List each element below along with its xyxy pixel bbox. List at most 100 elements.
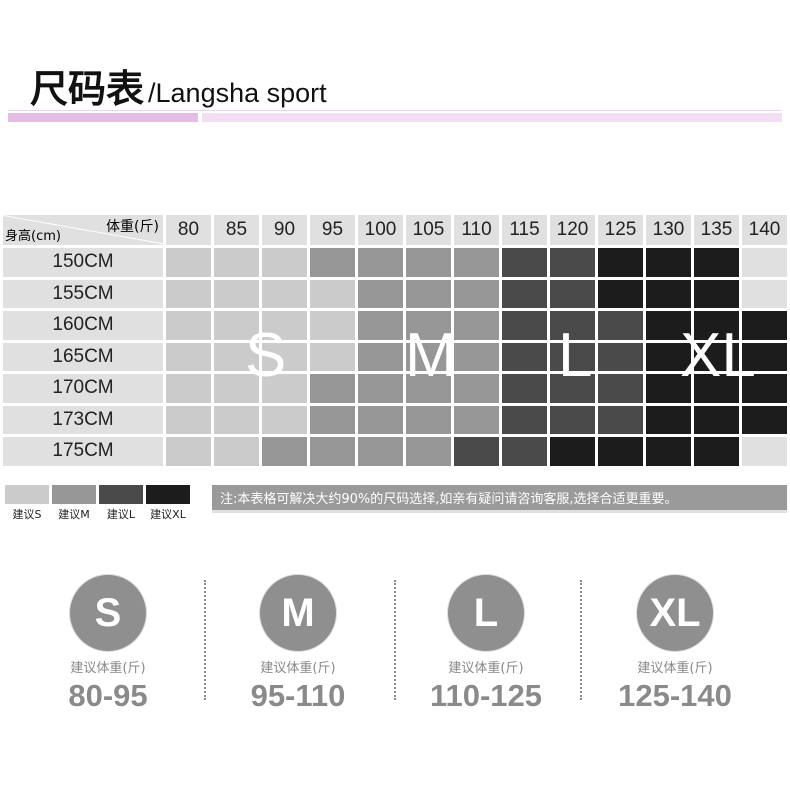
size-cell: [262, 437, 307, 466]
height-cell: 170CM: [3, 374, 163, 403]
overlay-m: M: [405, 321, 457, 390]
weight-header-cell: 95: [310, 215, 355, 245]
legend-item: 建议S: [5, 485, 49, 522]
weight-range: 110-125: [429, 678, 543, 713]
size-cell: [646, 374, 691, 403]
weight-header-cell: 105: [406, 215, 451, 245]
weight-header-cell: 135: [694, 215, 739, 245]
size-cell: [598, 374, 643, 403]
size-cell: [742, 248, 787, 277]
weight-header-cell: 85: [214, 215, 259, 245]
size-cell: [358, 342, 403, 371]
weight-header-cell: 110: [454, 215, 499, 245]
size-cell: [262, 342, 307, 371]
separator: [580, 580, 582, 700]
size-cell: [646, 405, 691, 434]
size-cell: [742, 342, 787, 371]
size-cell: [646, 437, 691, 466]
height-cell: 155CM: [3, 279, 163, 308]
size-cell: [262, 248, 307, 277]
size-cell: [598, 437, 643, 466]
size-cell: [454, 405, 499, 434]
size-cell: [502, 248, 547, 277]
weight-range: 80-95: [68, 678, 148, 713]
size-cell: [262, 279, 307, 308]
size-cell: [742, 311, 787, 340]
size-cell: [502, 279, 547, 308]
legend-label: 建议M: [58, 508, 90, 521]
legend-swatch: [146, 485, 190, 504]
size-cell: [310, 405, 355, 434]
size-cell: [214, 437, 259, 466]
size-cell: [310, 374, 355, 403]
size-cell: [262, 374, 307, 403]
size-cell: [454, 437, 499, 466]
legend-label: 建议S: [12, 508, 42, 521]
size-cell: [598, 311, 643, 340]
overlay-xl: XL: [680, 321, 756, 390]
size-cell: [598, 248, 643, 277]
size-cell: [214, 248, 259, 277]
note: 注:本表格可解决大约90%的尺码选择,如亲有疑问请咨询客服,选择合适更重要。: [212, 485, 787, 513]
title-en: /Langsha sport: [148, 78, 327, 108]
size-cell: [694, 374, 739, 403]
size-cell: [358, 405, 403, 434]
size-cell: [454, 279, 499, 308]
size-cell: [454, 311, 499, 340]
overlay-l: L: [558, 321, 593, 390]
size-cell: [310, 311, 355, 340]
size-cell: [550, 374, 595, 403]
size-cell: [166, 342, 211, 371]
legend-item: 建议XL: [146, 485, 190, 522]
size-cell: [646, 311, 691, 340]
height-cell: 173CM: [3, 405, 163, 434]
title-cn: 尺码表: [30, 67, 145, 111]
size-cell: [694, 405, 739, 434]
size-cell: [166, 248, 211, 277]
size-cell: [166, 311, 211, 340]
size-cell: [694, 437, 739, 466]
weight-header: 体重(斤): [106, 219, 159, 235]
size-cell: [550, 311, 595, 340]
size-circle: XL: [637, 575, 713, 651]
legend-swatch: [52, 485, 96, 504]
size-cell: [598, 342, 643, 371]
weight-label: 建议体重(斤): [260, 661, 336, 676]
size-cell: [406, 311, 451, 340]
size-cell: [310, 437, 355, 466]
size-cell: [502, 342, 547, 371]
size-cell: [310, 279, 355, 308]
size-cell: [454, 248, 499, 277]
size-recommendation: XL 建议体重(斤) 125-140: [600, 575, 750, 714]
legend: 建议S 建议M 建议L 建议XL: [5, 485, 190, 522]
weight-label: 建议体重(斤): [448, 661, 524, 676]
size-cell: [742, 374, 787, 403]
size-cell: [214, 342, 259, 371]
size-cell: [166, 405, 211, 434]
size-cell: [214, 374, 259, 403]
size-cell: [406, 248, 451, 277]
size-cell: [550, 279, 595, 308]
size-cell: [406, 342, 451, 371]
size-circle: M: [260, 575, 336, 651]
accent-bar: [8, 113, 198, 122]
size-cell: [358, 279, 403, 308]
height-cell: 175CM: [3, 437, 163, 466]
size-cell: [742, 437, 787, 466]
size-cell: [214, 311, 259, 340]
size-cell: [550, 342, 595, 371]
size-recommendation: L 建议体重(斤) 110-125: [411, 575, 561, 714]
weight-header-cell: 90: [262, 215, 307, 245]
page-title: 尺码表 /Langsha sport: [30, 58, 327, 113]
size-cell: [358, 374, 403, 403]
size-recommendation: S 建议体重(斤) 80-95: [33, 575, 183, 714]
height-header: 身高(cm): [5, 229, 61, 244]
size-cell: [358, 248, 403, 277]
weight-header-cell: 80: [166, 215, 211, 245]
size-cell: [550, 248, 595, 277]
table-corner: 体重(斤) 身高(cm): [3, 215, 163, 245]
weight-header-cell: 140: [742, 215, 787, 245]
divider: [8, 110, 782, 111]
overlay-s: S: [245, 321, 287, 390]
size-cell: [598, 279, 643, 308]
